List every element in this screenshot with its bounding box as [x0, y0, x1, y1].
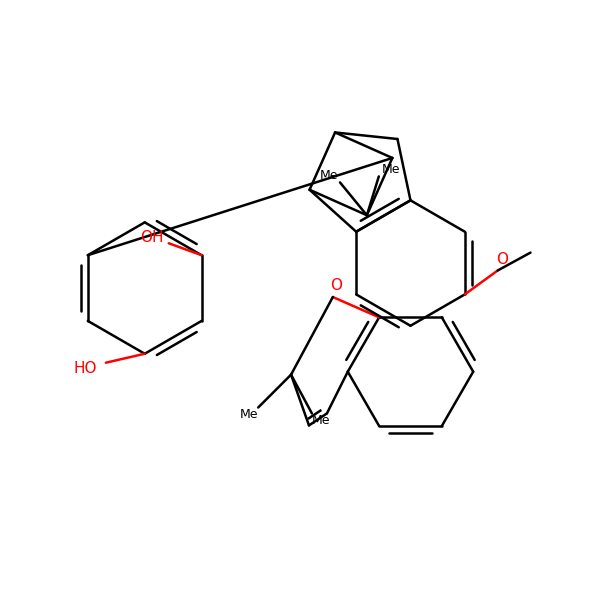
Text: Me: Me [382, 163, 400, 176]
Text: Me: Me [240, 408, 259, 421]
Text: Me: Me [320, 169, 338, 182]
Text: O: O [496, 252, 508, 267]
Text: O: O [330, 278, 342, 293]
Text: Me: Me [311, 414, 330, 427]
Text: OH: OH [140, 230, 164, 245]
Text: HO: HO [73, 361, 97, 376]
